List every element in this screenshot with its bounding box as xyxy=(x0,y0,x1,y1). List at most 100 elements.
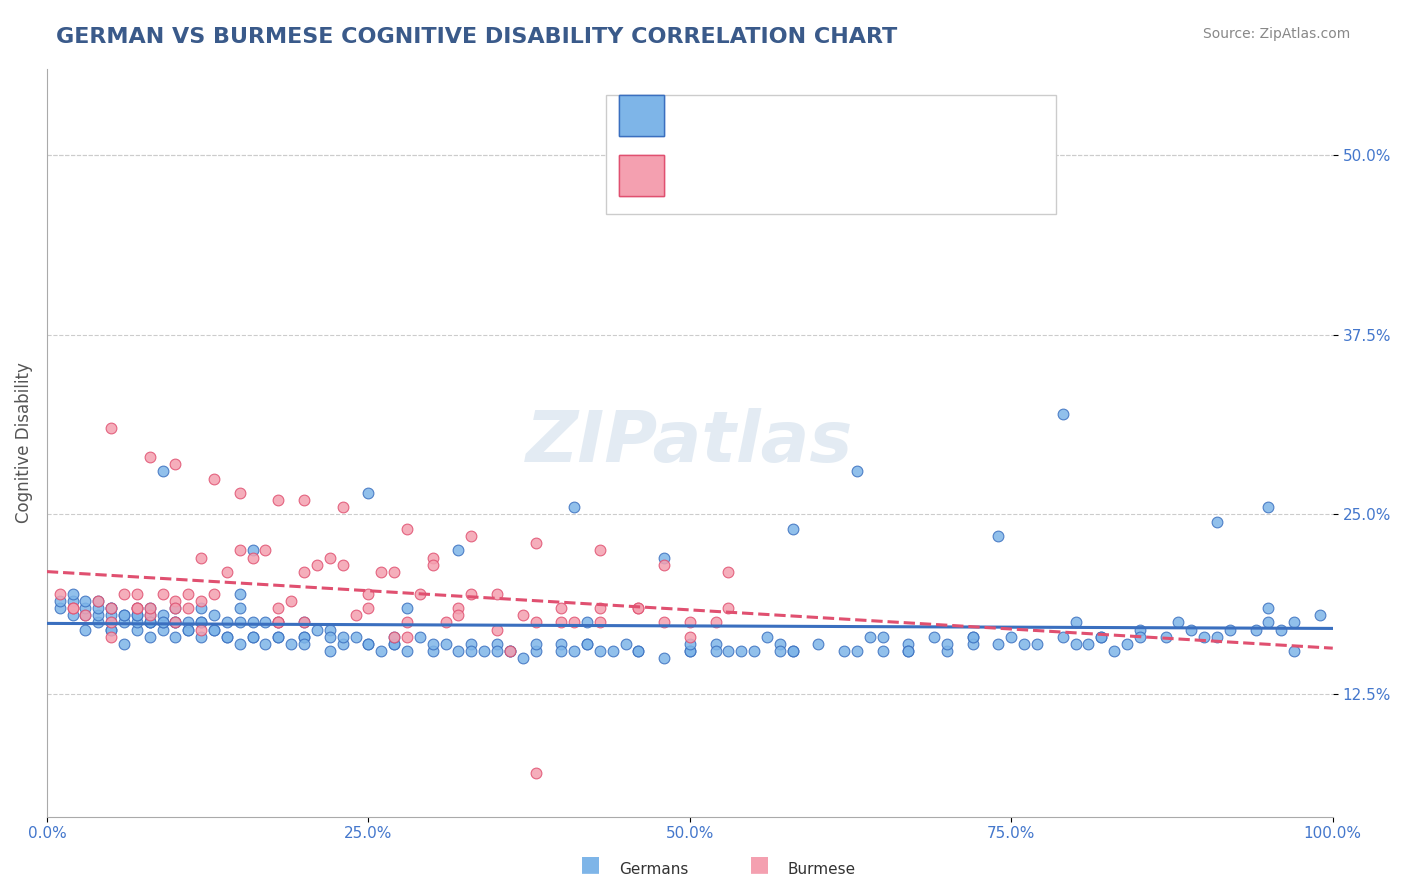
Point xyxy=(75,623,97,637)
Point xyxy=(524,536,547,550)
Point xyxy=(782,644,804,658)
Point xyxy=(1219,623,1241,637)
Point xyxy=(395,630,418,644)
Point xyxy=(87,608,110,623)
Point xyxy=(75,594,97,608)
Point xyxy=(499,644,522,658)
Point xyxy=(357,601,380,615)
Point xyxy=(100,630,122,644)
Point xyxy=(485,637,508,651)
Point xyxy=(229,586,252,600)
Point xyxy=(229,486,252,500)
Point xyxy=(87,594,110,608)
Point xyxy=(267,615,290,630)
Point xyxy=(319,623,342,637)
Point xyxy=(242,550,264,565)
Text: ZIPatlas: ZIPatlas xyxy=(526,408,853,477)
Point xyxy=(717,644,740,658)
Point xyxy=(242,543,264,558)
Point xyxy=(575,637,598,651)
Point xyxy=(100,601,122,615)
Point xyxy=(704,644,727,658)
Point xyxy=(357,486,380,500)
Text: ■: ■ xyxy=(581,854,600,873)
Point xyxy=(1206,630,1229,644)
Point xyxy=(319,644,342,658)
Point xyxy=(100,421,122,435)
Point xyxy=(100,608,122,623)
Point xyxy=(100,623,122,637)
Point xyxy=(165,601,187,615)
Point xyxy=(782,644,804,658)
Point xyxy=(395,601,418,615)
Point xyxy=(125,608,148,623)
Point xyxy=(1026,637,1049,651)
Point xyxy=(859,630,882,644)
Point xyxy=(165,615,187,630)
Point xyxy=(382,630,405,644)
Point xyxy=(936,644,959,658)
Point xyxy=(962,630,984,644)
Point xyxy=(357,637,380,651)
Point xyxy=(782,522,804,536)
Point xyxy=(267,630,290,644)
Point xyxy=(1129,623,1152,637)
Text: GERMAN VS BURMESE COGNITIVE DISABILITY CORRELATION CHART: GERMAN VS BURMESE COGNITIVE DISABILITY C… xyxy=(56,27,897,46)
Point xyxy=(382,637,405,651)
Point xyxy=(190,550,212,565)
Point xyxy=(987,637,1010,651)
Point xyxy=(292,637,315,651)
Point xyxy=(499,644,522,658)
Point xyxy=(100,601,122,615)
Point xyxy=(485,623,508,637)
Point xyxy=(395,644,418,658)
Point xyxy=(704,637,727,651)
Point xyxy=(602,644,624,658)
Point xyxy=(550,615,572,630)
Point xyxy=(1309,608,1331,623)
Point xyxy=(769,644,792,658)
Point xyxy=(422,644,444,658)
Point xyxy=(100,615,122,630)
Point xyxy=(652,615,675,630)
Point xyxy=(550,637,572,651)
Point xyxy=(897,637,920,651)
Point xyxy=(165,457,187,471)
Point xyxy=(460,529,482,543)
Point xyxy=(112,586,135,600)
Y-axis label: Cognitive Disability: Cognitive Disability xyxy=(15,362,32,523)
Point xyxy=(550,644,572,658)
Point xyxy=(769,637,792,651)
Point xyxy=(872,630,894,644)
Point xyxy=(292,630,315,644)
Point xyxy=(267,615,290,630)
Point xyxy=(242,630,264,644)
Point xyxy=(370,644,392,658)
Point xyxy=(139,450,162,464)
Point xyxy=(267,493,290,508)
Point xyxy=(292,615,315,630)
Point xyxy=(1064,637,1087,651)
Point xyxy=(524,615,547,630)
Point xyxy=(125,623,148,637)
Point xyxy=(254,615,277,630)
Point xyxy=(395,615,418,630)
Point xyxy=(75,608,97,623)
Point xyxy=(962,630,984,644)
Point xyxy=(48,594,70,608)
Point xyxy=(962,637,984,651)
Point xyxy=(139,608,162,623)
Point xyxy=(627,601,650,615)
Point xyxy=(100,615,122,630)
Point xyxy=(370,565,392,579)
Point xyxy=(1244,623,1267,637)
Point xyxy=(704,615,727,630)
Point xyxy=(357,586,380,600)
Point xyxy=(357,637,380,651)
Point xyxy=(1167,615,1189,630)
Point xyxy=(62,601,84,615)
Point xyxy=(460,586,482,600)
Point xyxy=(62,601,84,615)
Point xyxy=(332,500,354,515)
Point xyxy=(936,637,959,651)
